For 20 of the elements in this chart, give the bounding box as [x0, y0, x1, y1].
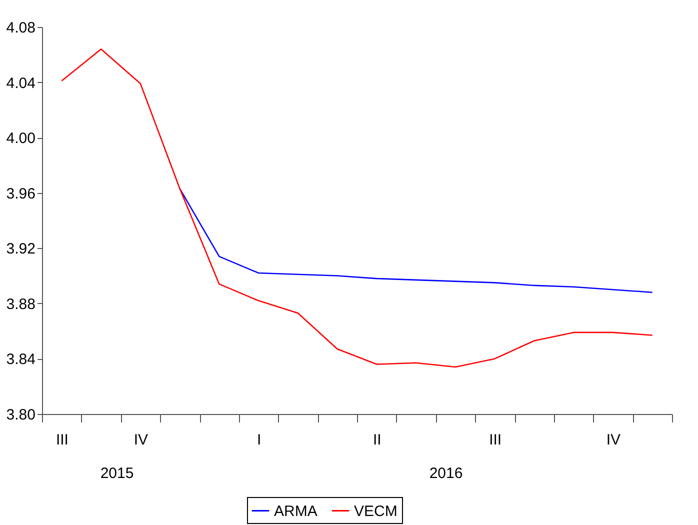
- y-tick-label: 3.84: [6, 351, 36, 368]
- x-tick-label: II: [373, 432, 382, 448]
- y-tick-label: 4.08: [6, 20, 36, 36]
- legend-label: ARMA: [274, 502, 318, 520]
- y-tick-label: 3.92: [6, 240, 36, 258]
- x-tick-label: III: [56, 432, 68, 448]
- text: 2015: [100, 465, 134, 482]
- y-tick-label: 4.04: [6, 74, 36, 92]
- x-tick-label: IV: [134, 432, 148, 448]
- y-tick-label: 3.96: [6, 185, 36, 202]
- x-tick-label: I: [256, 432, 262, 448]
- line-series: [61, 48, 653, 368]
- y-tick-label: 4.00: [6, 130, 36, 148]
- text: 2016: [429, 465, 463, 482]
- y-tick-label: 3.88: [6, 296, 36, 313]
- line-series: [179, 188, 653, 294]
- legend-label: VECM: [354, 502, 398, 520]
- y-tick-label: 3.80: [6, 406, 36, 424]
- x-tick-label: III: [489, 432, 502, 448]
- x-tick-label: IV: [606, 432, 621, 448]
